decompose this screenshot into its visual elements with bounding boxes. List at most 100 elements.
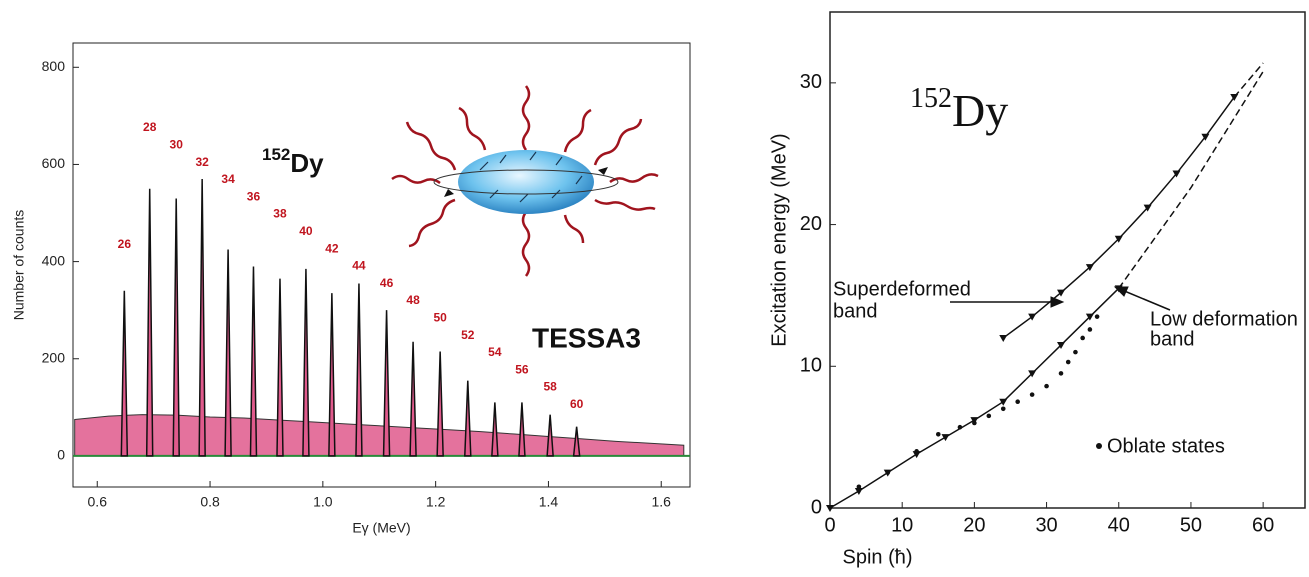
peak-label: 58 xyxy=(543,380,557,394)
band-annotation: Superdeformed xyxy=(833,278,971,300)
band-marker xyxy=(1028,370,1037,378)
mass-number: 152 xyxy=(262,145,290,164)
peak-label: 60 xyxy=(570,397,584,411)
peak xyxy=(572,426,581,457)
y-tick-label: 10 xyxy=(800,355,822,377)
peak xyxy=(198,179,206,457)
data-point xyxy=(972,420,977,426)
y-tick-label: 0 xyxy=(57,447,65,463)
band-marker xyxy=(1114,285,1123,293)
band-marker xyxy=(1172,170,1181,178)
data-point xyxy=(935,432,941,437)
band-marker xyxy=(912,451,921,459)
peak-label: 36 xyxy=(247,189,261,203)
peak-label: 50 xyxy=(433,310,447,324)
peak-label: 28 xyxy=(143,120,157,134)
element-symbol: Dy xyxy=(290,148,324,178)
peak xyxy=(249,266,258,457)
x-tick-label: 20 xyxy=(963,514,985,536)
x-tick-label: 30 xyxy=(1035,514,1057,536)
x-tick-label: 50 xyxy=(1180,514,1202,536)
peak-label: 54 xyxy=(488,345,502,359)
band-marker xyxy=(1057,289,1066,297)
background-area xyxy=(74,414,685,457)
plot-frame xyxy=(829,11,1306,509)
peak-label: 52 xyxy=(461,328,475,342)
band-marker xyxy=(941,434,950,442)
data-point xyxy=(914,449,919,454)
y-tick-label: 800 xyxy=(42,58,66,74)
peak-label: 34 xyxy=(221,172,235,186)
y-tick-label: 600 xyxy=(42,155,66,171)
nucleus-graphic xyxy=(391,85,659,277)
peak xyxy=(172,198,180,457)
x-tick-label: 1.6 xyxy=(652,494,672,510)
peak xyxy=(145,188,154,457)
x-tick-label: 40 xyxy=(1108,514,1130,536)
band-marker xyxy=(970,417,979,425)
band-marker xyxy=(1114,235,1123,243)
peak xyxy=(224,249,232,457)
data-point xyxy=(1073,349,1078,355)
legend-marker xyxy=(1096,443,1102,449)
data-point xyxy=(1044,383,1049,389)
x-tick-label: 10 xyxy=(891,514,913,536)
peak xyxy=(302,268,310,457)
peak xyxy=(491,402,499,457)
peak xyxy=(355,283,363,457)
peak-label: 44 xyxy=(352,259,366,273)
peak-label: 48 xyxy=(406,293,420,307)
peak xyxy=(382,310,391,457)
x-tick-label: 0.6 xyxy=(88,494,108,510)
band-marker xyxy=(854,487,863,495)
peak xyxy=(328,293,336,457)
data-point xyxy=(1087,327,1093,332)
legend-text: Oblate states xyxy=(1107,435,1225,457)
band-marker xyxy=(1085,264,1094,272)
nucleus-label: 152Dy xyxy=(910,83,1008,135)
band-marker xyxy=(999,398,1008,406)
extrapolation-line xyxy=(1118,71,1264,289)
band-marker xyxy=(1201,133,1210,141)
peak-label: 56 xyxy=(515,362,529,376)
peak xyxy=(409,341,417,457)
peak-label: 40 xyxy=(299,224,313,238)
peak-label: 32 xyxy=(195,155,209,169)
peak xyxy=(518,402,526,457)
data-point xyxy=(1080,335,1085,341)
y-axis-label: Number of counts xyxy=(11,210,27,321)
peak xyxy=(436,351,444,457)
band-marker xyxy=(1057,342,1066,350)
data-point xyxy=(1015,399,1020,405)
mass-number: 152 xyxy=(910,83,952,114)
x-tick-label: 0 xyxy=(824,514,835,536)
data-point xyxy=(986,413,992,419)
band-annotation: Low deformation xyxy=(1150,308,1298,330)
x-tick-label: 0.8 xyxy=(200,494,220,510)
band-marker xyxy=(1085,313,1094,321)
peak-label: 26 xyxy=(118,237,132,251)
band-marker xyxy=(1028,313,1037,321)
peak xyxy=(464,380,472,457)
peak xyxy=(120,290,129,457)
data-point xyxy=(856,484,862,490)
band-marker xyxy=(999,334,1008,342)
data-point xyxy=(885,470,891,475)
data-point xyxy=(1094,314,1100,319)
detector-label: TESSA3 xyxy=(532,322,641,353)
y-tick-label: 20 xyxy=(800,213,822,235)
band-annotation: band xyxy=(1150,328,1195,350)
y-tick-label: 30 xyxy=(800,71,822,93)
peak-label: 38 xyxy=(273,207,287,221)
element-symbol: Dy xyxy=(952,85,1008,136)
data-point xyxy=(1029,392,1035,397)
x-tick-label: 1.4 xyxy=(539,494,559,510)
band-marker xyxy=(1143,204,1152,212)
data-point xyxy=(1000,406,1006,412)
y-tick-label: 200 xyxy=(42,349,66,365)
x-axis-label: Spin (ħ) xyxy=(842,546,912,568)
data-point xyxy=(957,424,963,430)
peak-label: 42 xyxy=(325,241,339,255)
peak xyxy=(546,414,554,457)
